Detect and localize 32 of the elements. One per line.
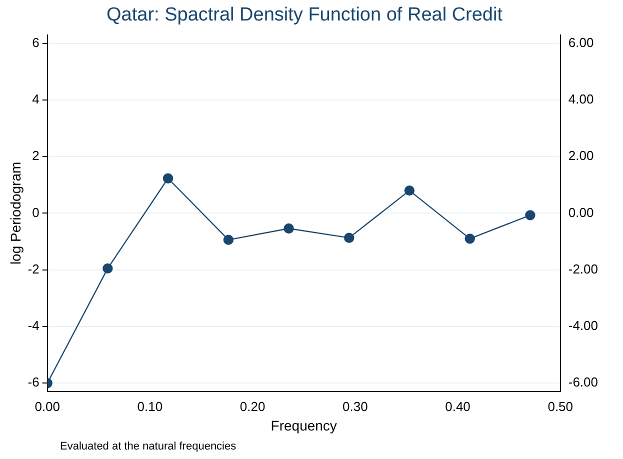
y-tick-label: 6: [32, 34, 40, 50]
y-tick-label: 2: [32, 148, 40, 164]
x-tick-label: 0.40: [445, 398, 470, 414]
y2-tick-label: -2.00: [568, 261, 598, 276]
x-tick-label: 0.50: [548, 398, 574, 414]
point: [525, 210, 536, 220]
x-tick-label: 0.00: [34, 398, 60, 414]
point: [102, 263, 113, 274]
x-axis-title: Frequency: [270, 417, 337, 434]
x-tick-label: 0.30: [342, 398, 368, 414]
y-tick-label: -6: [28, 374, 40, 390]
y2-tick-label: 6.00: [568, 34, 594, 50]
y2-tick-label: 4.00: [568, 92, 594, 107]
y-tick-label: 4: [32, 92, 40, 107]
y2-tick-label: 2.00: [568, 148, 594, 164]
x-tick-label: 0.10: [137, 398, 163, 414]
y-axis-title: log Periodogram: [7, 162, 24, 265]
y2-tick-label: -6.00: [568, 374, 598, 390]
point: [404, 185, 415, 196]
text: Evaluated at the natural frequencies: [60, 440, 237, 453]
x-tick-label: 0.20: [240, 398, 266, 414]
point: [284, 223, 294, 234]
y-tick-label: -4: [28, 318, 40, 334]
y2-tick-label: 0.00: [568, 204, 594, 220]
point: [344, 232, 354, 243]
point: [464, 234, 475, 244]
y2-tick-label: -4.00: [568, 318, 598, 334]
y-tick-label: -2: [28, 261, 40, 276]
chart-title: Qatar: Spactral Density Function of Real Credit: [106, 4, 504, 26]
point: [223, 234, 234, 245]
point: [162, 173, 174, 184]
y-tick-label: 0: [32, 204, 40, 220]
